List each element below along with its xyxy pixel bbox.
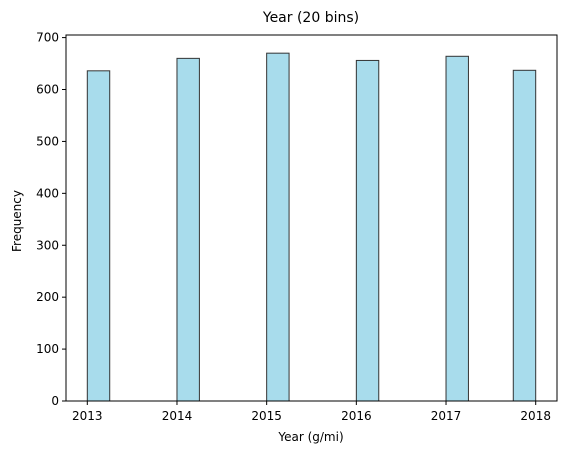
x-tick-label: 2014	[162, 409, 193, 423]
y-tick-label: 500	[36, 134, 59, 148]
axes-frame	[65, 34, 558, 402]
y-tick-label: 300	[36, 238, 59, 252]
axes-layer	[65, 34, 558, 402]
bars-layer	[86, 52, 537, 402]
histogram-bar	[176, 57, 200, 402]
y-tick-label: 700	[36, 31, 59, 45]
x-tick-label: 2015	[251, 409, 282, 423]
ticks-layer: 2013 2014 2015 2016 2017 2018 0 100 200 300 400 500…	[36, 31, 551, 423]
histogram-bar	[355, 59, 380, 402]
histogram-bar	[86, 70, 111, 402]
histogram-bar	[266, 52, 290, 402]
x-axis-label: Year (g/mi)	[277, 430, 343, 444]
y-axis-label: Frequency	[10, 190, 24, 252]
x-tick-label: 2018	[520, 409, 551, 423]
histogram-bar	[512, 69, 537, 402]
x-tick-label: 2016	[341, 409, 372, 423]
y-tick-label: 0	[51, 394, 59, 408]
x-tick-label: 2017	[431, 409, 462, 423]
histogram-bar	[445, 55, 469, 402]
y-tick-label: 200	[36, 290, 59, 304]
y-tick-label: 400	[36, 186, 59, 200]
x-tick-label: 2013	[72, 409, 103, 423]
chart-title: Year (20 bins)	[262, 10, 359, 26]
y-tick-label: 600	[36, 83, 59, 97]
y-tick-label: 100	[36, 342, 59, 356]
